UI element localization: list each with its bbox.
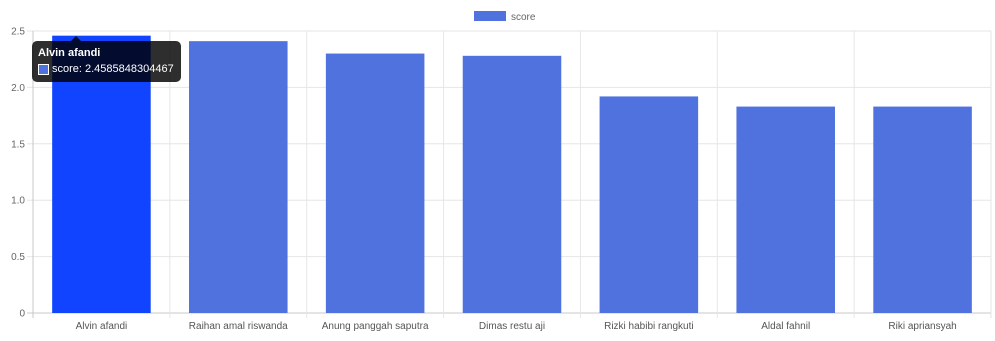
y-tick-label: 2.0 [11, 83, 25, 94]
legend-swatch[interactable] [474, 11, 506, 21]
x-tick-label: Dimas restu aji [479, 321, 545, 332]
legend-label[interactable]: score [511, 12, 536, 23]
y-tick-label: 0 [19, 309, 25, 320]
tooltip-color-swatch [38, 63, 49, 75]
bar[interactable] [873, 106, 972, 314]
y-tick-label: 0.5 [11, 252, 25, 263]
x-tick-label: Aldal fahnil [761, 321, 810, 332]
x-tick-label: Rizki habibi rangkuti [604, 321, 694, 332]
x-tick-label: Anung panggah saputra [322, 321, 429, 332]
tooltip-label: score: 2.4585848304467 [52, 63, 174, 75]
bar-tooltip: Alvin afandi score: 2.4585848304467 [32, 36, 181, 82]
x-tick-label: Raihan amal riswanda [189, 321, 288, 332]
bar[interactable] [189, 41, 288, 313]
bar[interactable] [462, 55, 562, 313]
tooltip-row: score: 2.4585848304467 [38, 61, 174, 77]
x-tick-label: Riki apriansyah [888, 321, 956, 332]
legend[interactable]: score [474, 11, 536, 23]
axes: 0 0.5 1.0 1.5 2.0 2.5 Alvin afandi Raihan amal … [11, 27, 957, 333]
tooltip-title: Alvin afandi [38, 47, 101, 59]
bar[interactable] [599, 96, 699, 313]
bar[interactable] [736, 106, 835, 314]
y-tick-label: 1.0 [11, 196, 25, 207]
bar[interactable] [325, 53, 425, 314]
y-tick-label: 2.5 [11, 27, 25, 38]
bars [52, 35, 972, 314]
x-tick-label: Alvin afandi [76, 321, 128, 332]
y-tick-label: 1.5 [11, 139, 25, 150]
